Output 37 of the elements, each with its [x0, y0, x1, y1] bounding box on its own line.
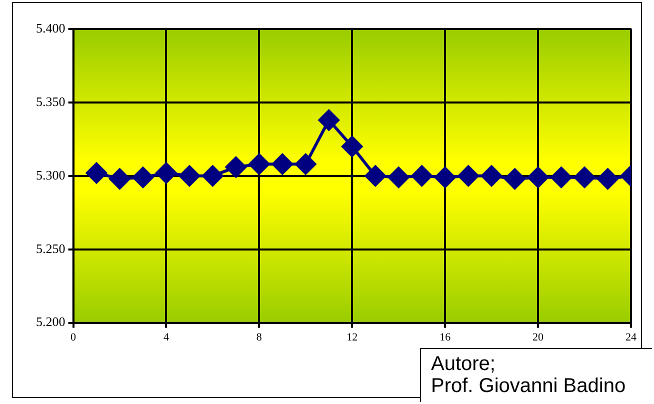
point [132, 166, 154, 188]
y-tick-label: 5.250 [36, 240, 66, 256]
point [109, 168, 130, 190]
x-tick-label: 8 [256, 331, 262, 344]
text: Autore; [431, 353, 496, 375]
point [481, 165, 502, 186]
point [364, 165, 386, 186]
text: Prof. Giovanni Badino [431, 375, 627, 397]
y-tick-label: 5.300 [36, 167, 66, 182]
point [178, 165, 200, 186]
point [318, 110, 340, 131]
point [504, 168, 526, 190]
x-tick-label: 24 [626, 331, 637, 344]
x-tick-label: 20 [532, 331, 544, 344]
point [202, 165, 224, 186]
y-tick-label: 5.400 [36, 20, 66, 36]
point [272, 154, 293, 175]
y-tick-label: 5.200 [36, 314, 66, 330]
point [597, 168, 618, 190]
x-tick-label: 12 [346, 331, 358, 344]
point [434, 166, 456, 188]
point [225, 156, 246, 178]
x-tick-label: 4 [163, 331, 170, 344]
point [295, 154, 316, 175]
point [411, 165, 432, 186]
x-tick-label: 0 [70, 331, 76, 344]
point [550, 166, 572, 188]
point [458, 165, 479, 186]
point [388, 166, 410, 188]
point [574, 166, 596, 188]
point [86, 162, 107, 184]
y-tick-label: 5.350 [36, 94, 66, 109]
point [156, 162, 177, 184]
point [528, 166, 549, 188]
x-tick-label: 16 [440, 331, 452, 344]
point [248, 154, 270, 175]
point [342, 136, 363, 158]
